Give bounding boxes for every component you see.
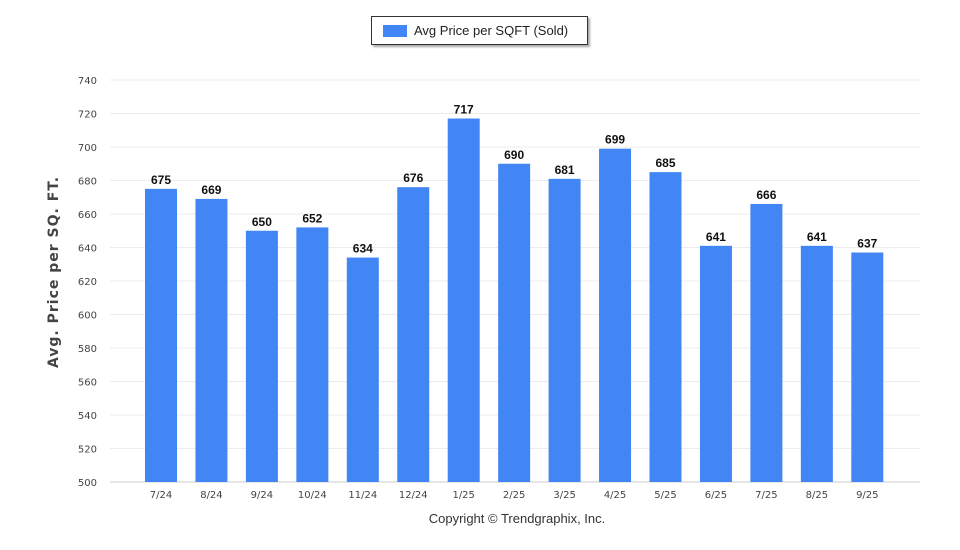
y-axis-label: Avg. Price per SQ. FT.	[46, 175, 62, 369]
x-tick-label: 11/24	[348, 490, 377, 501]
bar	[548, 178, 581, 482]
x-tick-label: 9/25	[856, 490, 878, 501]
bar	[599, 148, 632, 483]
x-tick-label: 8/25	[806, 490, 828, 501]
y-tick-label: 620	[78, 277, 97, 288]
y-tick-label: 660	[78, 210, 97, 221]
data-label: 652	[302, 211, 322, 225]
x-tick-label: 9/24	[251, 490, 273, 501]
legend-swatch	[383, 25, 407, 37]
bar	[447, 118, 480, 483]
y-tick-label: 740	[78, 76, 97, 87]
data-label: 634	[353, 242, 373, 256]
x-tick-label: 7/24	[150, 490, 172, 501]
x-tick-label: 10/24	[298, 490, 327, 501]
bar	[851, 252, 884, 482]
x-axis-ticks: 7/24 8/24 9/24 10/24 11/24 12/24 1/25 2/25 3/25 4…	[150, 490, 879, 501]
bar	[346, 257, 379, 482]
y-axis-ticks: 500 520 540 560 580 600 620 640 660 680 700 720 740	[78, 76, 97, 489]
data-label: 641	[706, 230, 726, 244]
y-tick-label: 700	[78, 143, 97, 154]
y-tick-label: 520	[78, 445, 97, 456]
data-label: 650	[252, 215, 272, 229]
x-tick-label: 4/25	[604, 490, 626, 501]
y-tick-label: 500	[78, 478, 97, 489]
y-tick-label: 580	[78, 344, 97, 355]
legend-label: Avg Price per SQFT (Sold)	[414, 23, 569, 38]
data-label: 675	[151, 173, 171, 187]
bar	[195, 198, 228, 483]
bar	[699, 245, 732, 482]
data-label: 699	[605, 133, 625, 147]
x-tick-label: 3/25	[553, 490, 575, 501]
data-label: 666	[756, 188, 776, 202]
data-label: 685	[655, 156, 675, 170]
bar	[750, 203, 783, 482]
copyright-footer: Copyright © Trendgraphix, Inc.	[428, 511, 606, 526]
x-tick-label: 7/25	[755, 490, 777, 501]
data-label: 641	[807, 230, 827, 244]
bar	[800, 245, 833, 482]
x-tick-label: 5/25	[654, 490, 676, 501]
data-label: 637	[857, 237, 877, 251]
data-labels: 675 669 650 652 634 676 717 690 681 699 685 641 666 6…	[151, 103, 878, 256]
data-label: 717	[454, 103, 474, 117]
y-tick-label: 720	[78, 110, 97, 121]
x-tick-label: 6/25	[705, 490, 727, 501]
bar	[498, 163, 531, 482]
y-tick-label: 560	[78, 378, 97, 389]
data-label: 676	[403, 171, 423, 185]
legend: Avg Price per SQFT (Sold)	[371, 16, 588, 45]
y-tick-label: 600	[78, 311, 97, 322]
y-tick-label: 540	[78, 411, 97, 422]
bar	[649, 172, 682, 482]
bar	[296, 227, 329, 482]
data-label: 669	[201, 183, 221, 197]
data-label: 690	[504, 148, 524, 162]
x-tick-label: 2/25	[503, 490, 525, 501]
bar	[245, 230, 278, 482]
y-tick-label: 680	[78, 177, 97, 188]
bar	[145, 188, 177, 482]
x-tick-label: 12/24	[399, 490, 428, 501]
x-tick-label: 8/24	[200, 490, 222, 501]
data-label: 681	[555, 163, 575, 177]
y-tick-label: 640	[78, 244, 97, 255]
bar	[397, 187, 430, 482]
x-tick-label: 1/25	[452, 490, 474, 501]
bars	[145, 118, 884, 483]
